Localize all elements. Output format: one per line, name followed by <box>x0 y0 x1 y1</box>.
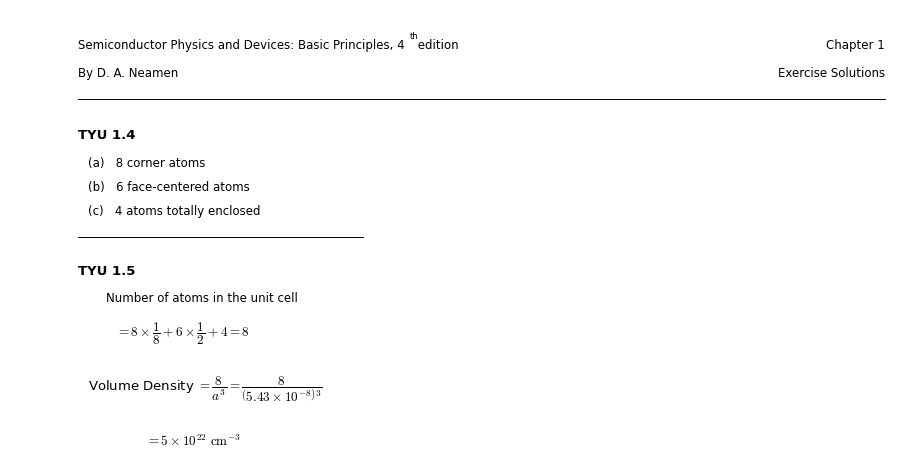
Text: Semiconductor Physics and Devices: Basic Principles, 4: Semiconductor Physics and Devices: Basic… <box>78 39 405 52</box>
Text: $=8\times\dfrac{1}{8}+6\times\dfrac{1}{2}+4=8$: $=8\times\dfrac{1}{8}+6\times\dfrac{1}{2… <box>116 321 249 347</box>
Text: (a)   8 corner atoms: (a) 8 corner atoms <box>88 157 205 170</box>
Text: (b)   6 face-centered atoms: (b) 6 face-centered atoms <box>88 181 250 194</box>
Text: Number of atoms in the unit cell: Number of atoms in the unit cell <box>106 292 298 305</box>
Text: Exercise Solutions: Exercise Solutions <box>778 67 885 80</box>
Text: Volume Density $=\dfrac{8}{a^3}=\dfrac{8}{\left(5.43\times10^{-8}\right)^3}$: Volume Density $=\dfrac{8}{a^3}=\dfrac{8… <box>88 374 323 403</box>
Text: TYU 1.4: TYU 1.4 <box>78 129 136 142</box>
Text: TYU 1.5: TYU 1.5 <box>78 265 136 278</box>
Text: th: th <box>409 32 418 41</box>
Text: Chapter 1: Chapter 1 <box>826 39 885 52</box>
Text: By D. A. Neamen: By D. A. Neamen <box>78 67 179 80</box>
Text: $=5\times10^{22}\ \mathrm{cm}^{-3}$: $=5\times10^{22}\ \mathrm{cm}^{-3}$ <box>146 433 241 449</box>
Text: (c)   4 atoms totally enclosed: (c) 4 atoms totally enclosed <box>88 205 260 218</box>
Text: edition: edition <box>414 39 459 52</box>
